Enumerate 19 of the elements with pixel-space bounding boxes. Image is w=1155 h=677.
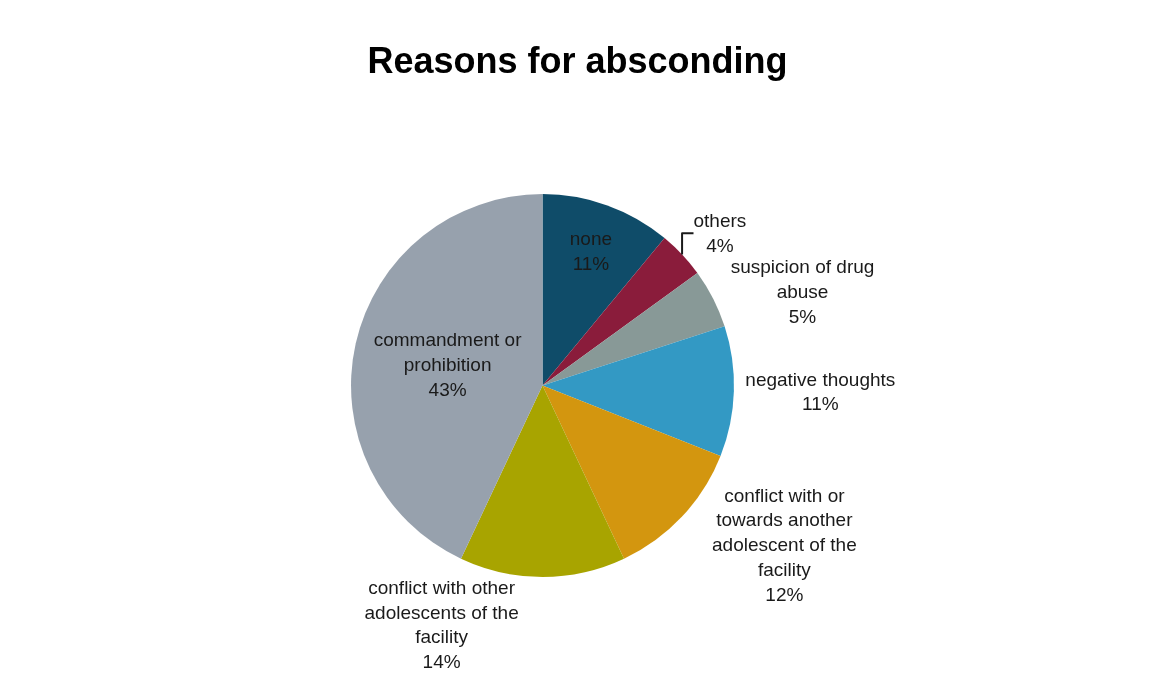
- data-label: 12%: [765, 583, 804, 605]
- data-label: 11%: [572, 252, 610, 274]
- slice-label: suspicion of drug abuse: [730, 256, 875, 302]
- pie-slice: [351, 194, 543, 559]
- data-label: 11%: [802, 393, 839, 415]
- data-label: 43%: [428, 378, 467, 400]
- slice-label: none: [569, 228, 613, 250]
- slice-label: conflict with other adolescents of the facility: [364, 577, 519, 648]
- chart-title: Reasons for absconding: [367, 39, 788, 81]
- pie-slice: [542, 326, 734, 457]
- pie-slice: [542, 194, 665, 386]
- slice-label: others: [693, 210, 747, 232]
- data-label: 4%: [706, 235, 734, 257]
- data-label: 5%: [788, 305, 817, 327]
- data-label: 14%: [422, 651, 461, 673]
- pie-slice: [542, 272, 725, 386]
- slice-label: commandment or prohibition: [373, 329, 523, 375]
- slice-label: conflict with or towards another adolescent of the facility: [712, 484, 857, 580]
- slice-label: negative thoughts: [745, 368, 896, 390]
